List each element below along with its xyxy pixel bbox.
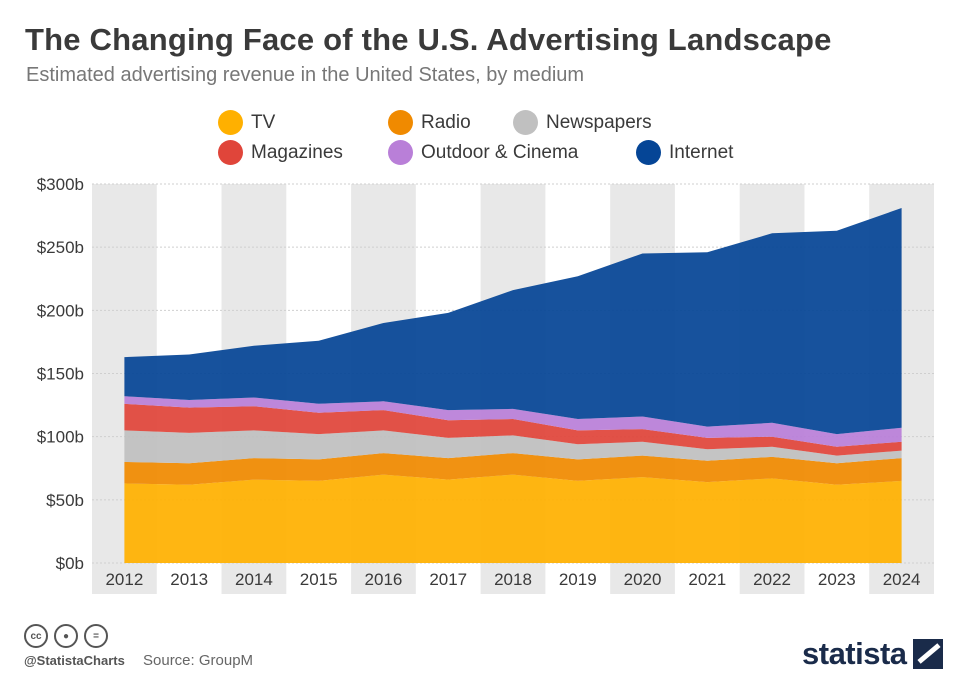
x-tick-label: 2013 (170, 570, 208, 589)
area-outdoor-cinema (124, 396, 902, 447)
legend-item-internet: Internet (636, 140, 733, 165)
legend-swatch (388, 140, 413, 165)
legend-item-outdoor-cinema: Outdoor & Cinema (388, 140, 578, 165)
attribution-icon: ● (54, 624, 78, 648)
y-tick-label: $100b (37, 428, 84, 447)
y-tick-label: $150b (37, 365, 84, 384)
social-handle[interactable]: @StatistaCharts (24, 653, 125, 668)
area-radio (124, 453, 902, 485)
x-tick-label: 2015 (300, 570, 338, 589)
y-tick-label: $200b (37, 301, 84, 320)
legend-swatch (513, 110, 538, 135)
legend-label: Magazines (251, 141, 343, 163)
legend-label: Newspapers (546, 111, 652, 133)
legend-swatch (218, 140, 243, 165)
legend-item-newspapers: Newspapers (513, 110, 652, 135)
statista-logo-icon (912, 639, 943, 669)
legend-swatch (218, 110, 243, 135)
y-tick-label: $50b (46, 491, 84, 510)
source-note: Source: GroupM (143, 652, 254, 669)
x-tick-label: 2012 (105, 570, 143, 589)
chart-subtitle: Estimated advertising revenue in the Uni… (26, 64, 585, 86)
area-internet (124, 208, 902, 435)
legend-swatch (636, 140, 661, 165)
x-tick-label: 2018 (494, 570, 532, 589)
x-tick-label: 2019 (559, 570, 597, 589)
area-newspapers (124, 430, 902, 464)
legend-label: Internet (669, 141, 734, 163)
y-tick-label: $0b (56, 554, 84, 573)
chart-title: The Changing Face of the U.S. Advertisin… (25, 22, 832, 57)
license-icons: cc ● = (24, 624, 108, 648)
area-tv (124, 474, 902, 563)
brand-wordmark: statista (802, 636, 907, 671)
x-tick-label: 2014 (235, 570, 273, 589)
legend-item-radio: Radio (388, 110, 471, 135)
x-tick-label: 2020 (624, 570, 662, 589)
legend-label: Radio (421, 111, 471, 133)
creative-commons-icon: cc (24, 624, 48, 648)
y-tick-label: $300b (37, 175, 84, 194)
y-tick-label: $250b (37, 238, 84, 257)
x-tick-label: 2022 (753, 570, 791, 589)
x-tick-label: 2016 (365, 570, 403, 589)
legend-item-magazines: Magazines (218, 140, 343, 165)
legend-swatch (388, 110, 413, 135)
legend-item-tv: TV (218, 110, 275, 135)
no-derivatives-icon: = (84, 624, 108, 648)
statista-logo[interactable]: statista (802, 636, 943, 672)
x-tick-label: 2021 (688, 570, 726, 589)
x-tick-label: 2017 (429, 570, 467, 589)
legend-label: Outdoor & Cinema (421, 141, 579, 163)
x-tick-label: 2023 (818, 570, 856, 589)
area-magazines (124, 403, 902, 456)
x-tick-label: 2024 (883, 570, 921, 589)
legend-label: TV (251, 111, 276, 133)
